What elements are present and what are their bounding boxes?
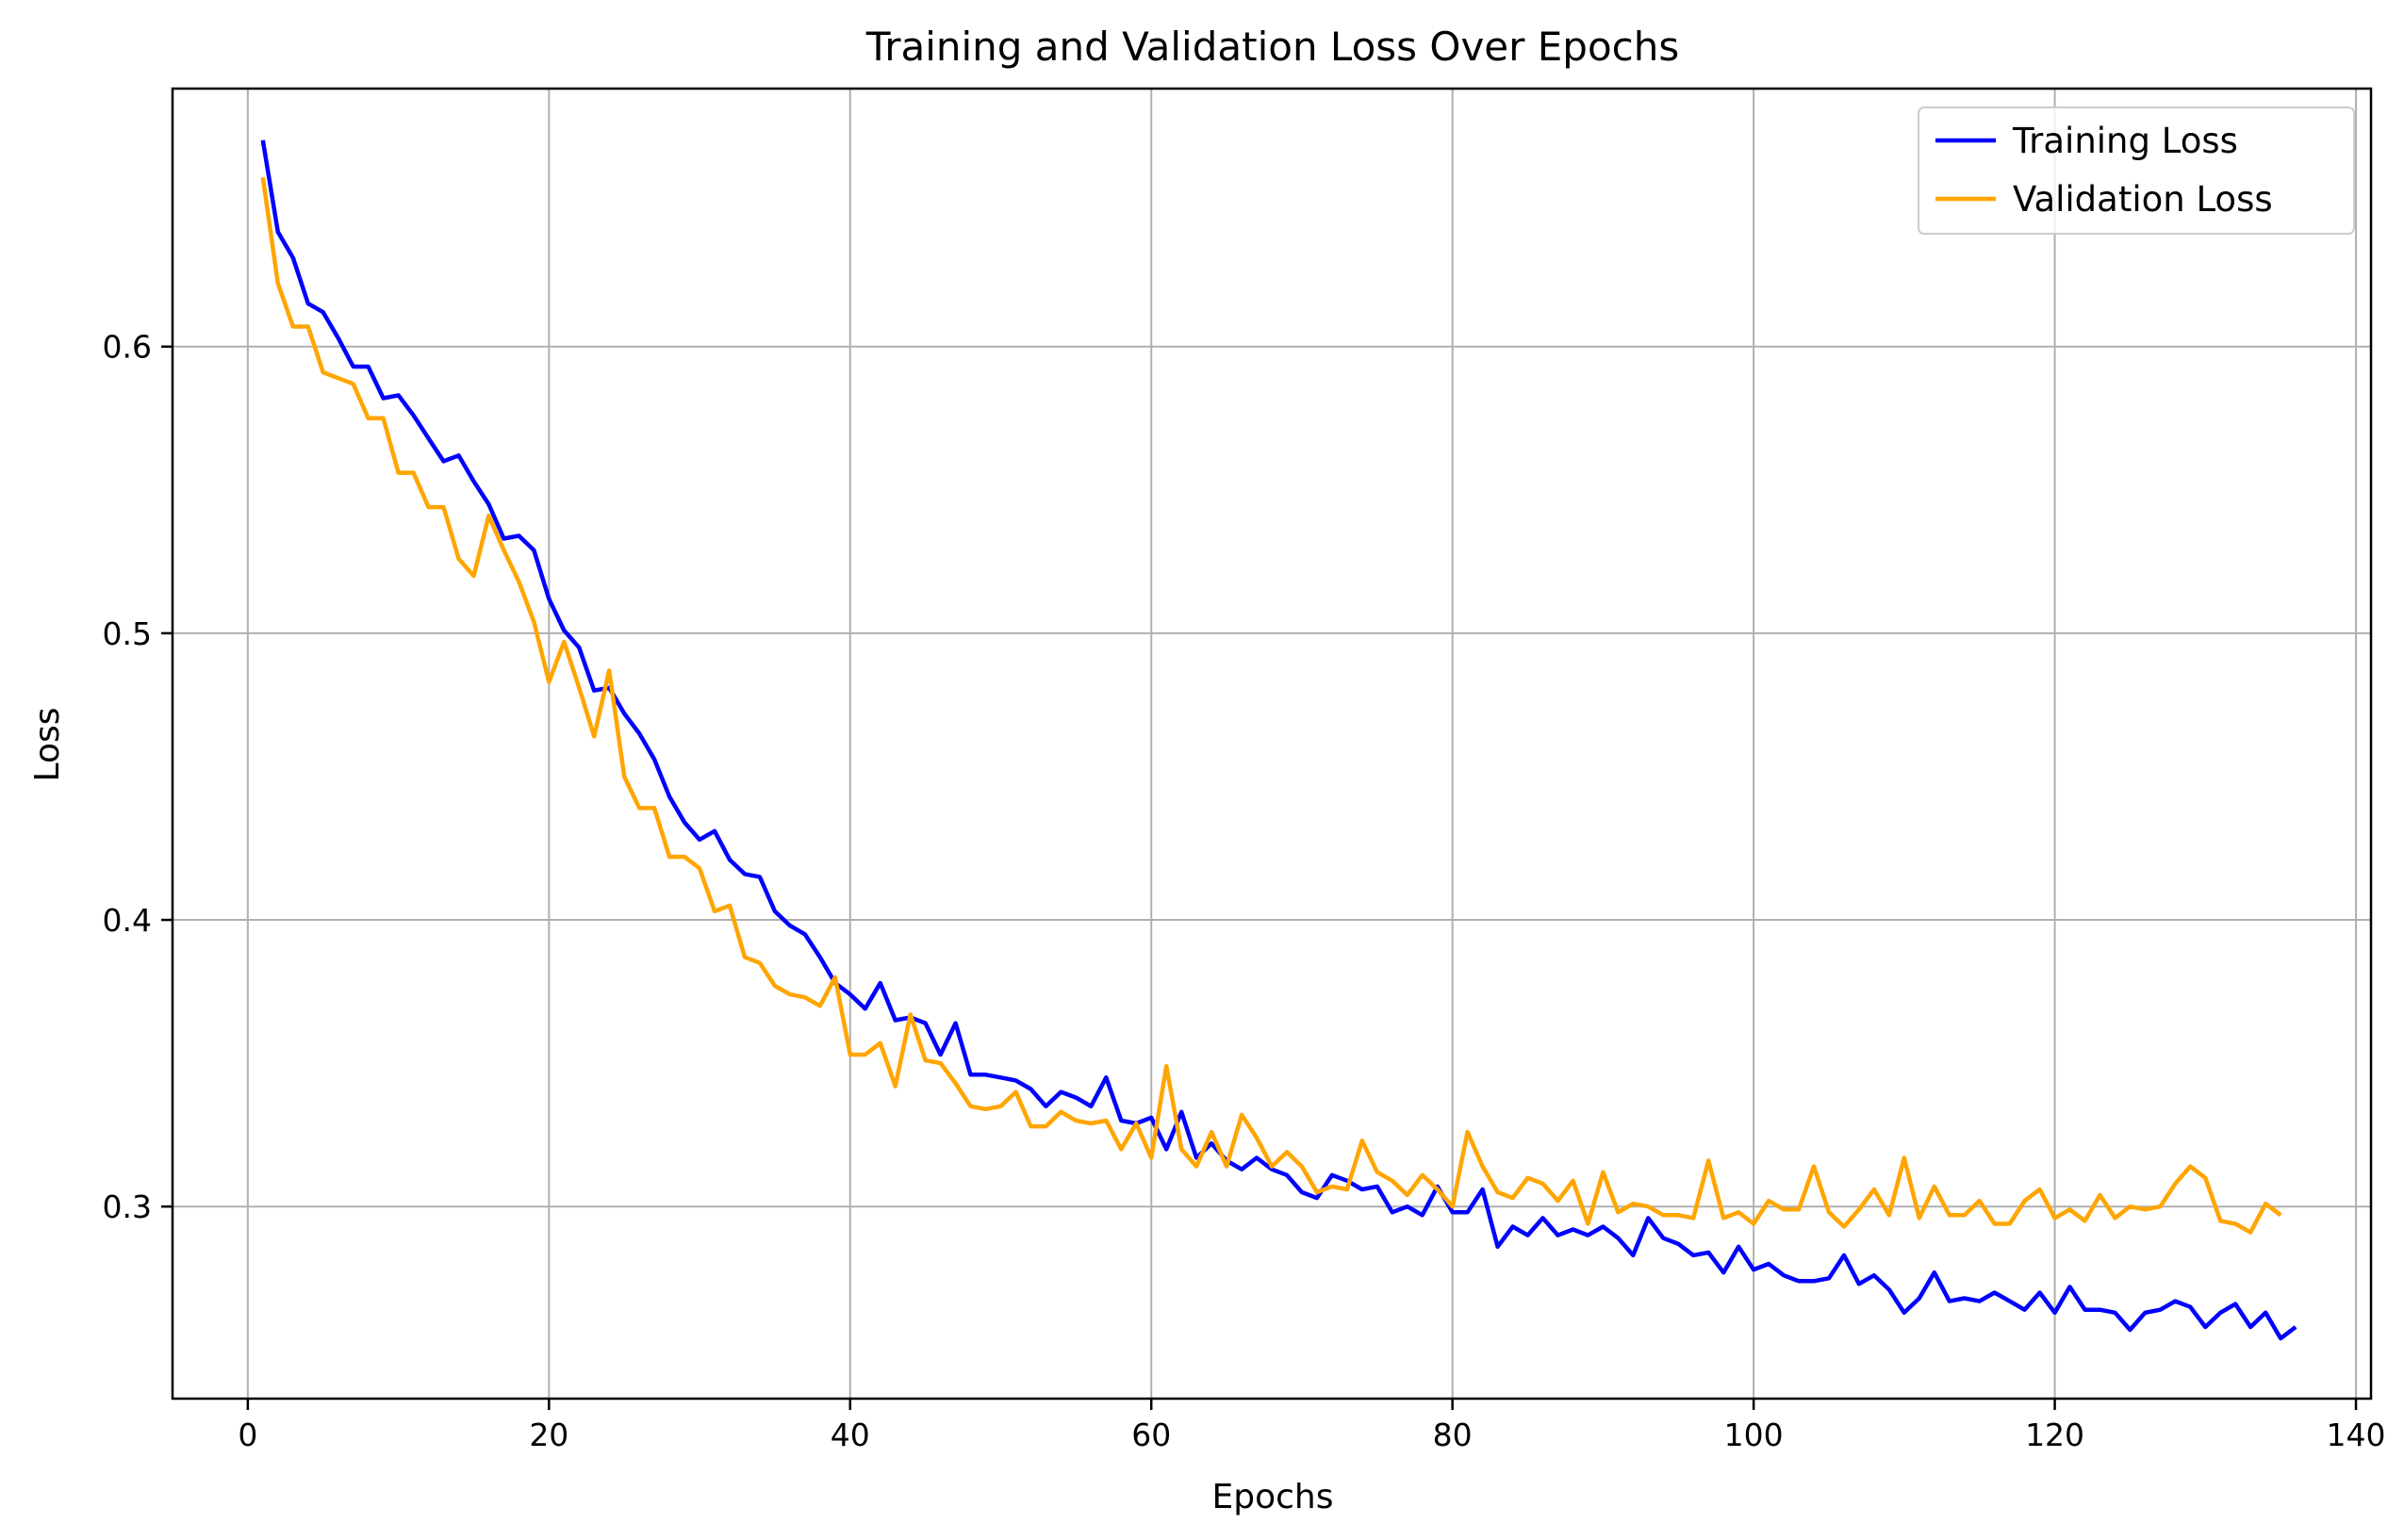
x-tick-label: 100 bbox=[1724, 1417, 1784, 1453]
y-axis-ticks: 0.3 0.4 0.5 0.6 bbox=[103, 329, 173, 1225]
series-line-training-loss bbox=[260, 139, 2297, 1341]
x-tick-label: 80 bbox=[1433, 1417, 1473, 1453]
legend-box bbox=[1918, 106, 2355, 235]
x-tick-label: 60 bbox=[1131, 1417, 1171, 1453]
y-tick-label: 0.6 bbox=[103, 329, 152, 366]
x-tick-label: 40 bbox=[831, 1417, 870, 1453]
x-tick-label: 120 bbox=[2025, 1417, 2084, 1453]
legend-label: Training Loss bbox=[2012, 121, 2238, 161]
x-tick-label: 140 bbox=[2327, 1417, 2386, 1453]
gridlines bbox=[173, 89, 2371, 1399]
x-axis-label: Epochs bbox=[1212, 1478, 1334, 1516]
chart-title: Training and Validation Loss Over Epochs bbox=[865, 24, 1680, 70]
y-tick-label: 0.4 bbox=[103, 902, 152, 939]
legend-label: Validation Loss bbox=[2013, 179, 2273, 220]
series-lines bbox=[260, 139, 2297, 1341]
y-tick-label: 0.3 bbox=[103, 1188, 152, 1225]
plot-frame bbox=[171, 87, 2373, 1401]
series-line-validation-loss bbox=[260, 176, 2282, 1235]
x-tick-label: 0 bbox=[238, 1417, 257, 1453]
legend: Training Loss Validation Loss bbox=[1918, 106, 2355, 235]
x-tick-label: 20 bbox=[529, 1417, 568, 1453]
x-axis-ticks: 0 20 40 60 80 100 120 140 bbox=[238, 1399, 2386, 1453]
y-tick-label: 0.5 bbox=[103, 615, 152, 652]
y-axis-label: Loss bbox=[28, 708, 67, 782]
